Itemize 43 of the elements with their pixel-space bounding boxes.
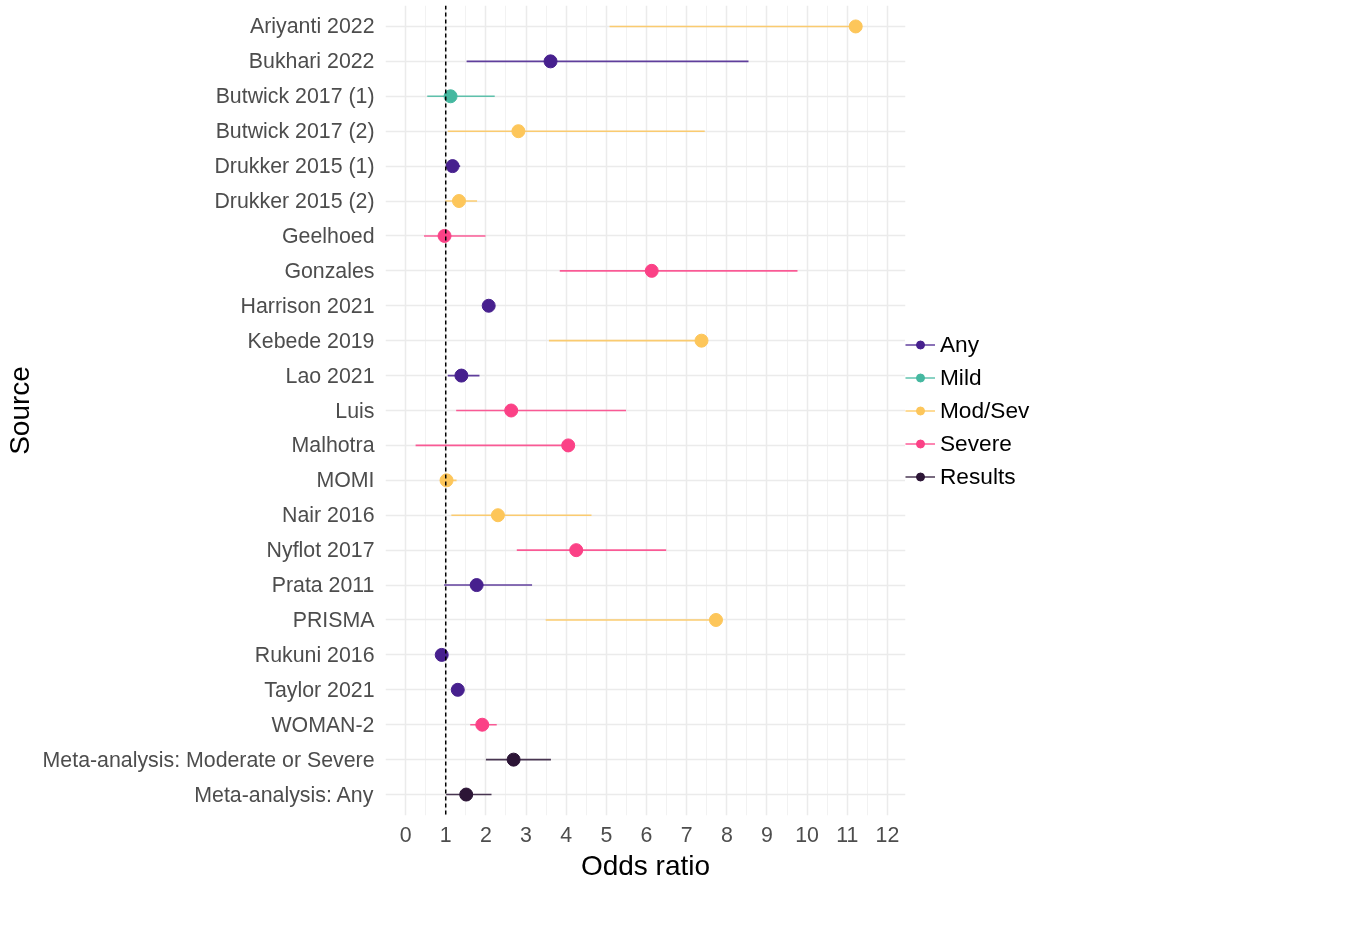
legend-label: Results <box>940 462 1016 490</box>
x-tick-label: 9 <box>761 822 773 847</box>
x-tick-label: 4 <box>560 822 573 847</box>
legend-label: Severe <box>940 429 1012 457</box>
legend-label: Mod/Sev <box>940 396 1030 424</box>
y-tick-label: Kebede 2019 <box>247 328 375 353</box>
y-tick-label: Rukuni 2016 <box>254 642 375 667</box>
x-tick-label: 2 <box>479 822 492 847</box>
x-tick-label: 11 <box>836 822 859 847</box>
y-tick-label: Nair 2016 <box>282 503 375 528</box>
x-tick-label: 6 <box>640 822 653 847</box>
y-tick-label: Butwick 2017 (1) <box>215 84 375 109</box>
y-tick-label: Luis <box>335 398 375 423</box>
y-tick-label: Nyflot 2017 <box>266 538 375 563</box>
legend-label: Any <box>940 330 980 358</box>
x-tick-label: 3 <box>520 822 532 847</box>
y-tick-label: Geelhoed <box>282 223 375 248</box>
y-tick-label: Prata 2011 <box>271 573 375 598</box>
x-tick-label: 10 <box>795 822 820 847</box>
y-tick-label: Gonzales <box>284 258 375 283</box>
y-tick-label: MOMI <box>316 468 375 493</box>
x-tick-label: 1 <box>439 822 452 847</box>
y-tick-label: PRISMA <box>292 607 376 632</box>
y-tick-label: Ariyanti 2022 <box>250 14 375 39</box>
y-tick-label: Bukhari 2022 <box>248 49 375 74</box>
y-tick-label: Malhotra <box>291 433 375 458</box>
legend-label: Mild <box>940 363 982 391</box>
y-tick-label: Harrison 2021 <box>240 293 375 318</box>
y-tick-label: Lao 2021 <box>285 363 375 388</box>
x-tick-label: 12 <box>875 822 900 847</box>
x-tick-label: 7 <box>680 822 693 847</box>
y-tick-label: Taylor 2021 <box>264 677 375 702</box>
y-tick-label: Meta-analysis: Any <box>194 782 374 807</box>
x-tick-label: 0 <box>399 822 412 847</box>
x-tick-label: 8 <box>720 822 733 847</box>
y-tick-label: Meta-analysis: Moderate or Severe <box>42 747 375 772</box>
x-tick-label: 5 <box>600 822 613 847</box>
y-tick-label: WOMAN-2 <box>271 712 375 737</box>
y-tick-label: Drukker 2015 (1) <box>214 154 375 179</box>
y-tick-label: Drukker 2015 (2) <box>214 189 375 214</box>
x-axis-title: Odds ratio <box>580 849 711 881</box>
y-axis-title: Source <box>3 366 35 455</box>
y-tick-label: Butwick 2017 (2) <box>215 119 375 144</box>
